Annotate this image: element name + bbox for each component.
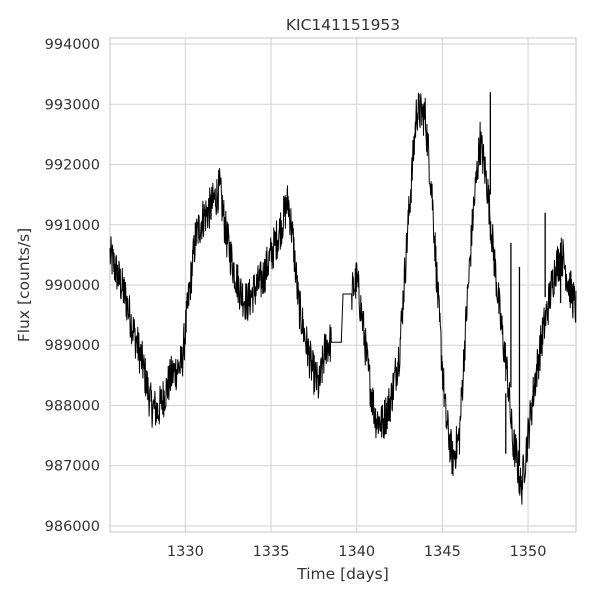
x-tick-label: 1335 xyxy=(253,544,290,560)
y-tick-label: 994000 xyxy=(45,37,100,53)
plot-frame xyxy=(109,37,577,533)
x-tick-label: 1330 xyxy=(167,544,204,560)
x-tick-labels: 1330 1335 1340 1345 1350 xyxy=(167,544,547,560)
x-tick-label: 1350 xyxy=(510,544,547,560)
y-axis-label: Flux [counts/s] xyxy=(15,228,33,342)
x-tick-label: 1345 xyxy=(424,544,461,560)
y-tick-label: 987000 xyxy=(45,459,100,475)
y-tick-label: 988000 xyxy=(45,398,100,414)
x-tick-label: 1340 xyxy=(338,544,375,560)
y-tick-label: 993000 xyxy=(45,97,100,113)
y-tick-label: 992000 xyxy=(45,158,100,174)
y-tick-labels: 986000 987000 988000 989000 990000 991000 9920… xyxy=(45,37,100,535)
x-axis-label: Time [days] xyxy=(296,565,389,583)
y-tick-label: 990000 xyxy=(45,278,100,294)
chart-title: KIC141151953 xyxy=(286,16,400,34)
series-layer xyxy=(109,92,577,505)
y-tick-label: 991000 xyxy=(45,218,100,234)
grid xyxy=(110,38,576,532)
y-tick-label: 989000 xyxy=(45,338,100,354)
y-tick-label: 986000 xyxy=(45,519,100,535)
flux-series-line xyxy=(109,92,577,505)
